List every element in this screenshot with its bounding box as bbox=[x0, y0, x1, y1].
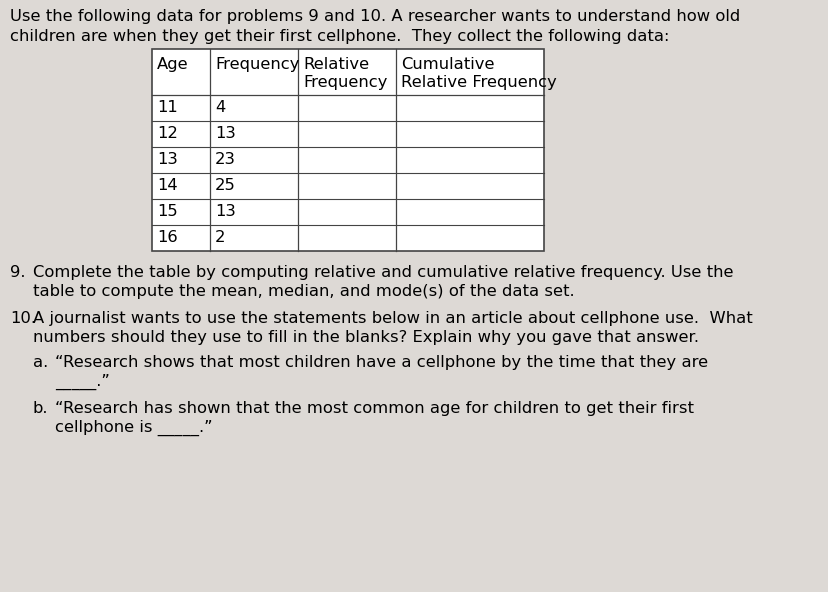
Text: 15: 15 bbox=[156, 204, 177, 220]
Text: a.: a. bbox=[33, 355, 48, 370]
Text: table to compute the mean, median, and mode(s) of the data set.: table to compute the mean, median, and m… bbox=[33, 284, 574, 299]
Text: Relative Frequency: Relative Frequency bbox=[401, 75, 556, 90]
Text: children are when they get their first cellphone.  They collect the following da: children are when they get their first c… bbox=[10, 29, 668, 44]
Text: 12: 12 bbox=[156, 127, 178, 141]
Text: Frequency: Frequency bbox=[303, 75, 387, 90]
Text: 13: 13 bbox=[214, 127, 235, 141]
Text: 25: 25 bbox=[214, 179, 236, 194]
Text: _____.”: _____.” bbox=[55, 374, 110, 390]
Text: 13: 13 bbox=[156, 153, 177, 168]
Text: cellphone is _____.”: cellphone is _____.” bbox=[55, 420, 212, 436]
Text: 4: 4 bbox=[214, 101, 225, 115]
Text: “Research has shown that the most common age for children to get their first: “Research has shown that the most common… bbox=[55, 401, 693, 416]
Text: numbers should they use to fill in the blanks? Explain why you gave that answer.: numbers should they use to fill in the b… bbox=[33, 330, 698, 345]
Text: Complete the table by computing relative and cumulative relative frequency. Use : Complete the table by computing relative… bbox=[33, 265, 733, 280]
Text: 9.: 9. bbox=[10, 265, 26, 280]
Text: Age: Age bbox=[156, 57, 189, 72]
Text: b.: b. bbox=[33, 401, 49, 416]
Bar bbox=[152, 49, 543, 251]
Text: “Research shows that most children have a cellphone by the time that they are: “Research shows that most children have … bbox=[55, 355, 707, 370]
Text: 23: 23 bbox=[214, 153, 236, 168]
Bar bbox=[152, 49, 543, 251]
Text: 13: 13 bbox=[214, 204, 235, 220]
Text: 2: 2 bbox=[214, 230, 225, 246]
Text: Use the following data for problems 9 and 10. A researcher wants to understand h: Use the following data for problems 9 an… bbox=[10, 9, 739, 24]
Text: Frequency: Frequency bbox=[214, 57, 299, 72]
Text: A journalist wants to use the statements below in an article about cellphone use: A journalist wants to use the statements… bbox=[33, 311, 752, 326]
Text: 16: 16 bbox=[156, 230, 177, 246]
Text: Cumulative: Cumulative bbox=[401, 57, 494, 72]
Text: 14: 14 bbox=[156, 179, 177, 194]
Text: 10.: 10. bbox=[10, 311, 36, 326]
Text: 11: 11 bbox=[156, 101, 177, 115]
Text: Relative: Relative bbox=[303, 57, 368, 72]
